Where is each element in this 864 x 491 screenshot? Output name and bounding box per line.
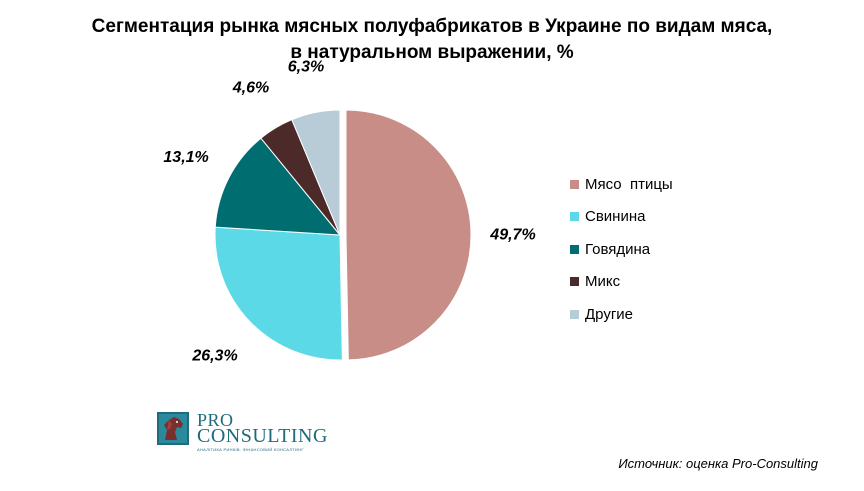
legend-label-5: Другие [585, 305, 634, 323]
data-label-5: 6,3% [288, 58, 324, 75]
legend-label-4: Микс [585, 273, 621, 291]
logo-tagline: АНАЛІТИКА РИНКІВ. ФІНАНСОВИЙ КОНСАЛТИНГ [197, 447, 304, 452]
pie-slice-5 [291, 109, 341, 236]
pie-slice-2 [214, 226, 343, 361]
data-label-3: 13,1% [163, 149, 208, 166]
legend-swatch-3 [570, 244, 579, 254]
legend-item-4: Микс [570, 266, 673, 299]
data-label-2: 26,3% [191, 348, 237, 365]
legend-item-2: Свинина [570, 201, 673, 234]
legend-item-1: Мясо птицы [570, 168, 673, 201]
chart-legend: Мясо птицы Свинина Говядина Микс Другие [570, 168, 673, 331]
legend-swatch-5 [570, 309, 579, 319]
pro-consulting-logo: PRO CONSULTING АНАЛІТИКА РИНКІВ. ФІНАНСО… [157, 410, 332, 452]
legend-swatch-1 [570, 179, 579, 189]
horse-emblem-icon [157, 412, 189, 445]
pie-slice-1 [345, 109, 472, 361]
chart-title-line-1: Сегментация рынка мясных полуфабрикатов … [91, 16, 773, 37]
legend-label-1: Мясо птицы [585, 175, 673, 193]
logo-text-top: PRO [197, 410, 234, 430]
legend-swatch-2 [570, 212, 579, 222]
pie-slice-3 [214, 137, 342, 236]
chart-title: Сегментация рынка мясных полуфабрикатов … [0, 14, 864, 66]
data-label-1: 49,7% [489, 226, 535, 243]
legend-item-5: Другие [570, 298, 673, 331]
source-note: Источник: оценка Pro-Consulting [618, 456, 818, 471]
legend-item-3: Говядина [570, 233, 673, 266]
legend-swatch-4 [570, 277, 579, 287]
data-label-4: 4,6% [232, 80, 269, 97]
legend-label-3: Говядина [585, 240, 651, 258]
legend-label-2: Свинина [585, 208, 646, 226]
chart-title-line-2: в натуральном выражении, % [290, 42, 574, 63]
logo-text-main: CONSULTING [197, 425, 328, 447]
